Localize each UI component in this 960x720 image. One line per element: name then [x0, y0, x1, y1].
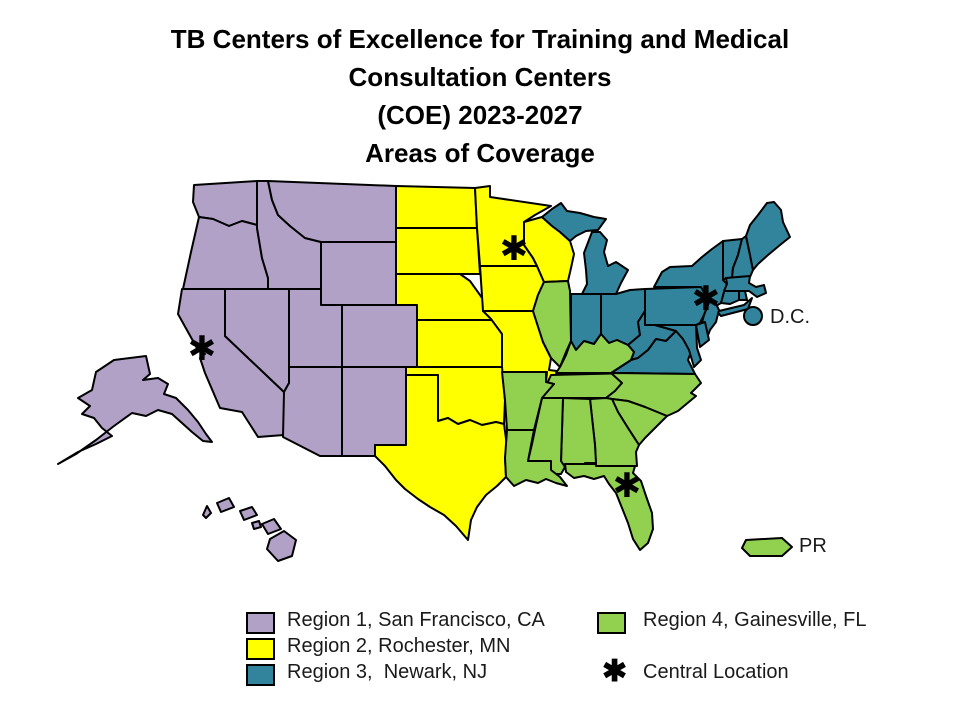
state-ak: [57, 355, 213, 465]
state-ma: [723, 275, 767, 298]
state-de: [695, 321, 710, 348]
title-line-2: Consultation Centers: [348, 62, 612, 92]
central-location-marker-fl: ✱: [613, 466, 642, 506]
state-mi: [541, 202, 629, 295]
state-ar: [501, 371, 555, 431]
slide-title: TB Centers of Excellence for Training an…: [0, 20, 960, 172]
state-co: [341, 304, 418, 368]
legend-label-region4: Region 4, Gainesville, FL: [643, 609, 867, 631]
state-tx: [374, 374, 508, 541]
state-wy: [320, 241, 397, 306]
state-hi: [202, 497, 297, 562]
state-nm: [341, 366, 407, 457]
legend-label-central-location: Central Location: [643, 661, 789, 683]
state-sd: [395, 227, 481, 275]
state-ks: [416, 319, 503, 368]
legend-label-region1: Region 1, San Francisco, CA: [287, 609, 545, 631]
legend-swatch-region2: [246, 638, 275, 660]
legend-swatch-region1: [246, 612, 275, 634]
legend-label-region2: Region 2, Rochester, MN: [287, 635, 511, 657]
state-me: [745, 201, 791, 271]
central-location-marker-ca: ✱: [188, 329, 217, 369]
state-or: [182, 216, 269, 290]
state-fl: [564, 463, 654, 551]
central-location-marker-nj: ✱: [692, 279, 721, 319]
state-az: [282, 366, 343, 457]
legend-label-region3: Region 3, Newark, NJ: [287, 661, 488, 683]
state-nd: [395, 185, 478, 229]
title-line-1: TB Centers of Excellence for Training an…: [170, 24, 790, 54]
state-md: [654, 324, 702, 368]
dc-marker-dot: [743, 306, 763, 326]
state-ct: [720, 290, 740, 305]
state-la: [504, 429, 568, 487]
legend-swatch-region4: [597, 612, 626, 634]
state-pr: [741, 537, 793, 557]
central-location-icon: ✱: [602, 655, 628, 688]
state-ri: [738, 290, 748, 301]
legend-swatch-region3: [246, 664, 275, 686]
dc-label: D.C.: [770, 306, 810, 328]
pr-label: PR: [799, 535, 827, 557]
title-line-4: Areas of Coverage: [365, 138, 595, 168]
central-location-marker-mn: ✱: [500, 229, 529, 269]
state-ky: [555, 333, 635, 374]
title-line-3: (COE) 2023-2027: [377, 100, 583, 130]
